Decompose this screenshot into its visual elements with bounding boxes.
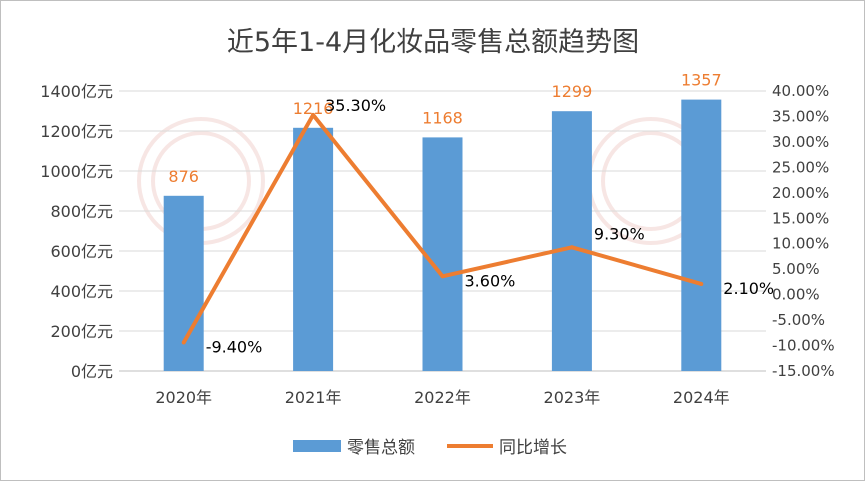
right-axis-tick-label: 35.00% <box>772 107 829 125</box>
right-axis-tick-label: 30.00% <box>772 133 829 151</box>
line-point <box>440 274 445 279</box>
right-axis-tick-label: 25.00% <box>772 158 829 176</box>
x-axis-tick-label: 2024年 <box>673 388 730 407</box>
right-axis-tick-label: -15.00% <box>772 362 835 380</box>
left-axis-tick-label: 0亿元 <box>71 362 113 381</box>
left-axis-tick-label: 800亿元 <box>50 202 113 221</box>
left-axis-tick-label: 1000亿元 <box>40 162 113 181</box>
bar-data-label: 1299 <box>552 82 593 101</box>
bar-data-label: 876 <box>168 167 199 186</box>
line-point <box>569 245 574 250</box>
right-axis-tick-label: -10.00% <box>772 337 835 355</box>
x-axis-tick-label: 2021年 <box>285 388 342 407</box>
left-axis-tick-label: 1400亿元 <box>40 82 113 101</box>
bar <box>551 111 592 371</box>
bar-data-label: 1168 <box>422 108 463 127</box>
bar <box>163 195 204 371</box>
line-data-label: 9.30% <box>594 224 645 243</box>
line-point <box>181 340 186 345</box>
right-axis-tick-label: 40.00% <box>772 82 829 100</box>
bar <box>293 127 334 371</box>
left-axis-tick-label: 1200亿元 <box>40 122 113 141</box>
legend-label-line: 同比增长 <box>499 438 567 458</box>
line-data-label: 2.10% <box>723 279 774 298</box>
x-axis-tick-label: 2020年 <box>155 388 212 407</box>
right-axis-tick-label: 5.00% <box>772 260 820 278</box>
bar-data-label: 1216 <box>293 99 334 118</box>
chart-title: 近5年1-4月化妆品零售总额趋势图 <box>227 27 639 58</box>
right-axis-tick-label: 0.00% <box>772 286 820 304</box>
left-axis-tick-label: 600亿元 <box>50 242 113 261</box>
right-axis-tick-label: -5.00% <box>772 311 825 329</box>
line-data-label: 3.60% <box>465 271 516 290</box>
right-axis-tick-label: 10.00% <box>772 235 829 253</box>
bar <box>681 99 722 371</box>
right-axis-tick-label: 15.00% <box>772 209 829 227</box>
bar <box>422 137 463 371</box>
bar-data-label: 1357 <box>681 71 722 90</box>
legend-swatch-bar <box>293 440 341 452</box>
line-data-label: -9.40% <box>206 337 263 356</box>
x-axis-tick-label: 2022年 <box>414 388 471 407</box>
legend-label-bar: 零售总额 <box>347 438 415 458</box>
line-point <box>699 281 704 286</box>
line-point <box>311 112 316 117</box>
right-axis-tick-label: 20.00% <box>772 184 829 202</box>
line-data-label: 35.30% <box>325 96 386 115</box>
left-axis-tick-label: 200亿元 <box>50 322 113 341</box>
x-axis-tick-label: 2023年 <box>544 388 601 407</box>
left-axis-tick-label: 400亿元 <box>50 282 113 301</box>
